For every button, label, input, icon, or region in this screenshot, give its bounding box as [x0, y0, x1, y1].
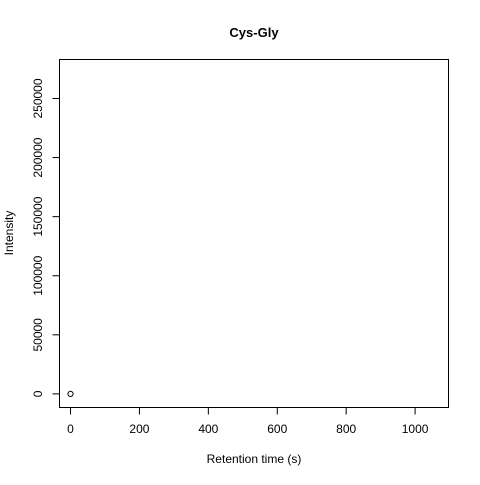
x-tick-label: 0 [67, 422, 74, 436]
y-tick-label: 100000 [31, 255, 45, 295]
y-axis: 0 50000 100000 150000 200000 250000 [31, 78, 60, 397]
x-axis-label: Retention time (s) [207, 452, 302, 466]
x-tick-label: 600 [267, 422, 287, 436]
y-tick-label: 0 [31, 390, 45, 397]
y-tick-label: 200000 [31, 137, 45, 177]
x-tick-label: 400 [198, 422, 218, 436]
chart-title: Cys-Gly [229, 25, 279, 40]
y-axis-label: Intensity [2, 211, 16, 256]
y-tick-label: 50000 [31, 318, 45, 352]
data-point [67, 390, 74, 398]
x-tick-label: 1000 [402, 422, 429, 436]
y-tick-label: 150000 [31, 196, 45, 236]
y-tick-label: 250000 [31, 78, 45, 118]
x-tick-label: 800 [336, 422, 356, 436]
x-tick-label: 200 [129, 422, 149, 436]
x-axis: 0 200 400 600 800 1000 [67, 407, 429, 436]
data-points [67, 390, 74, 398]
